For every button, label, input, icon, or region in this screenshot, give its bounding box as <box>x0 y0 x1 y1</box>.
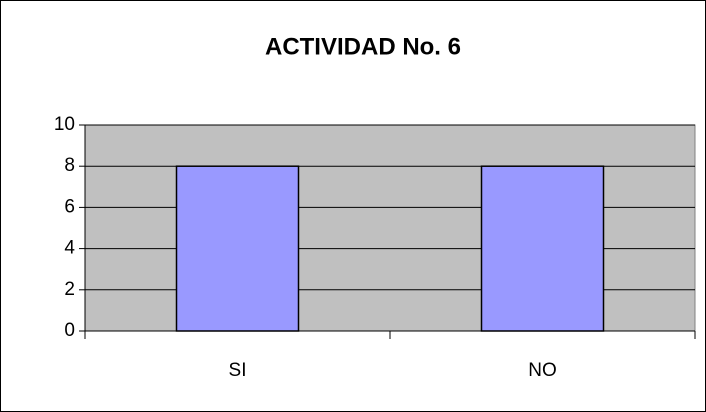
y-tick-label: 2 <box>64 279 75 300</box>
x-tick-label: SI <box>229 360 247 381</box>
bar <box>480 165 605 332</box>
y-tick-label: 4 <box>64 238 75 259</box>
y-tick-label: 10 <box>54 114 75 135</box>
y-tick-label: 8 <box>64 155 75 176</box>
y-tick-label: 6 <box>64 196 75 217</box>
y-tick-label: 0 <box>64 320 75 341</box>
chart-title: ACTIVIDAD No. 6 <box>265 33 461 60</box>
bar <box>175 165 300 332</box>
x-tick-label: NO <box>528 360 557 381</box>
